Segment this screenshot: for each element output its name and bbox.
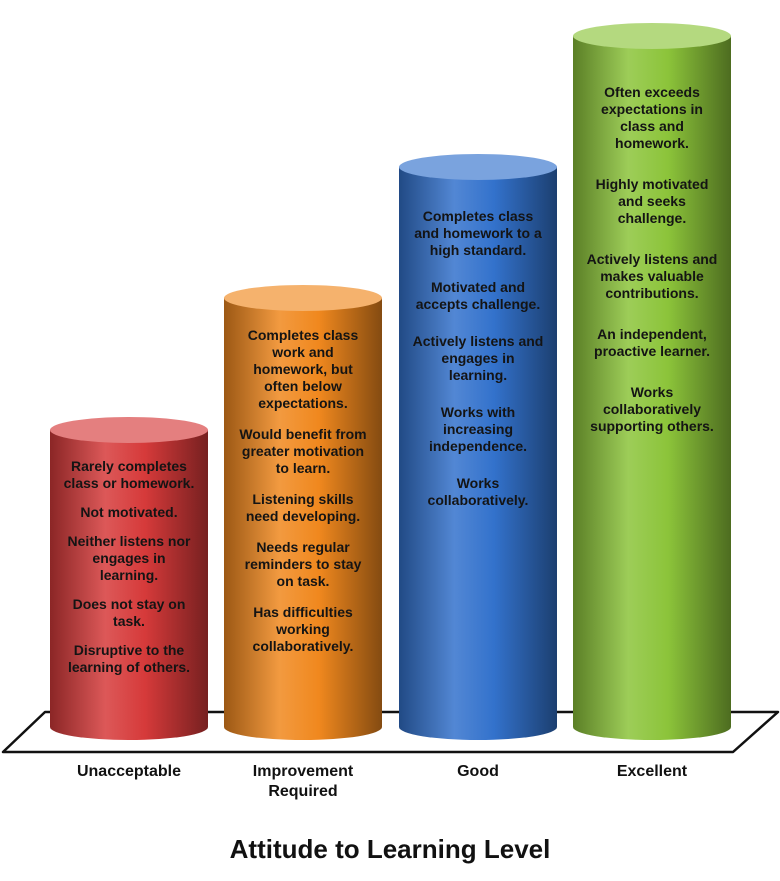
descriptor-item: Often exceeds expectations in class and … — [601, 84, 703, 151]
bar-3-top — [399, 154, 557, 180]
descriptor-item: Actively listens and makes valuable cont… — [586, 251, 718, 301]
bar-4-body — [573, 36, 731, 740]
descriptor-item: Rarely completes class or homework. — [63, 458, 195, 491]
descriptor-item: Disruptive to the learning of others. — [67, 642, 191, 675]
descriptor-item: An independent, proactive learner. — [594, 326, 710, 359]
descriptor-item: Completes class work and homework, but o… — [247, 327, 359, 411]
descriptor-item: Has difficulties working collaboratively… — [252, 604, 354, 654]
category-label: Good — [457, 763, 499, 780]
bar-1-descriptors: Rarely completes class or homework. Not m… — [62, 458, 196, 676]
category-label: Improvement Required — [252, 763, 354, 800]
descriptor-item: Needs regular reminders to stay on task. — [244, 539, 362, 589]
descriptor-item: Not motivated. — [80, 504, 178, 520]
bar-3-body — [399, 167, 557, 740]
descriptor-item: Works collaboratively. — [427, 475, 529, 508]
descriptor-item: Works with increasing independence. — [428, 404, 528, 454]
bar-1-top — [50, 417, 208, 443]
category-label: Unacceptable — [76, 763, 182, 780]
category-label: Excellent — [616, 763, 688, 780]
bar-4-top — [573, 23, 731, 49]
descriptor-item: Actively listens and engages in learning… — [412, 333, 544, 383]
bar-2-top — [224, 285, 382, 311]
descriptor-item: Completes class and homework to a high s… — [414, 208, 542, 258]
bar-3-descriptors: Completes class and homework to a high s… — [411, 208, 545, 509]
descriptor-item: Motivated and accepts challenge. — [415, 279, 541, 312]
bar-1-body — [50, 430, 208, 740]
descriptor-item: Does not stay on task. — [72, 596, 186, 629]
bar-2-descriptors: Completes class work and homework, but o… — [236, 327, 370, 655]
bars-group — [50, 23, 731, 740]
descriptor-item: Neither listens nor engages in learning. — [67, 533, 191, 583]
bar-4-descriptors: Often exceeds expectations in class and … — [585, 84, 719, 435]
descriptor-item: Works collaboratively supporting others. — [590, 384, 714, 434]
descriptor-item: Would benefit from greater motivation to… — [239, 426, 367, 476]
bar-2-body — [224, 298, 382, 740]
x-axis-title: Attitude to Learning Level — [229, 834, 551, 864]
descriptor-item: Highly motivated and seeks challenge. — [595, 176, 709, 226]
descriptor-item: Listening skills need developing. — [245, 491, 361, 524]
